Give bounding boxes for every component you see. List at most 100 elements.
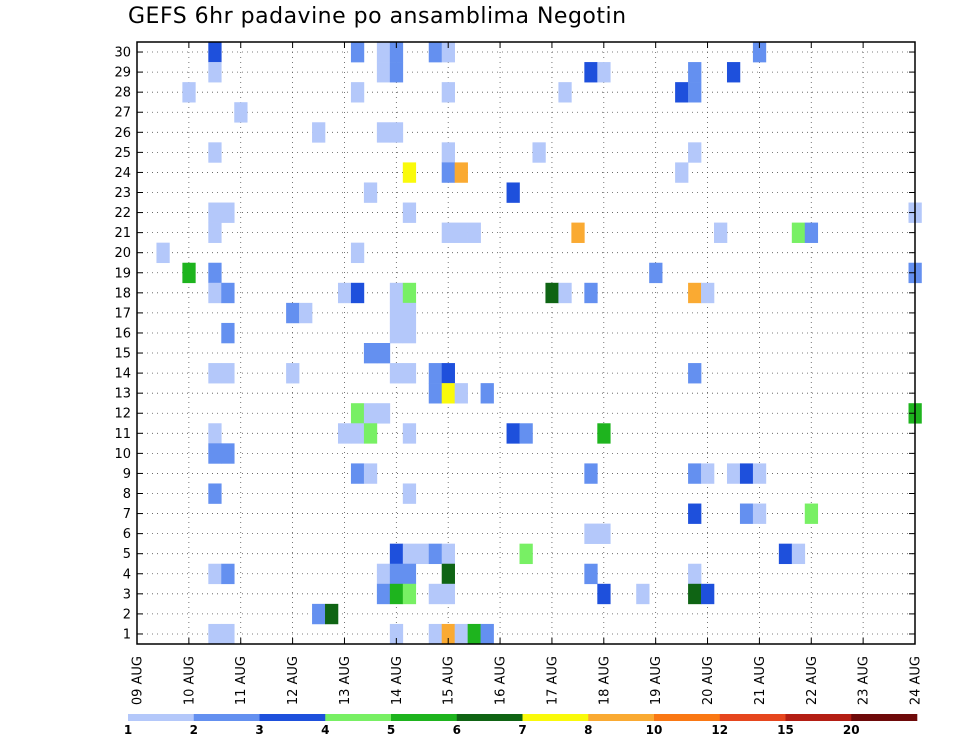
- precip-cell: [350, 82, 365, 103]
- precip-cell: [376, 122, 391, 143]
- precip-cell: [286, 302, 300, 324]
- precip-cell: [363, 182, 378, 203]
- precip-cell: [506, 182, 520, 203]
- precip-cell: [208, 623, 222, 645]
- precip-cell: [701, 583, 715, 605]
- precip-cell: [363, 463, 378, 484]
- precip-cell: [701, 463, 715, 484]
- precip-cell: [675, 82, 689, 103]
- precip-cell: [752, 42, 767, 63]
- colorbar-swatch: [785, 714, 852, 721]
- colorbar-swatch: [325, 714, 392, 721]
- colorbar-swatch: [654, 714, 721, 721]
- colorbar-swatch: [193, 714, 260, 721]
- precip-cell: [688, 583, 702, 605]
- y-tick-label: 27: [114, 106, 131, 121]
- colorbar-label: 15: [777, 723, 794, 737]
- y-tick-label: 13: [114, 387, 131, 402]
- precip-cell: [558, 82, 572, 103]
- precip-cell: [182, 82, 196, 103]
- x-tick-label: 19 AUG: [649, 656, 664, 705]
- colorbar-swatch: [851, 714, 918, 721]
- y-tick-label: 15: [114, 347, 131, 362]
- y-tick-label: 18: [114, 286, 131, 301]
- precip-cell: [454, 383, 468, 404]
- colorbar-label: 20: [843, 723, 860, 737]
- precip-cell: [350, 42, 365, 63]
- precip-cell: [350, 282, 365, 304]
- precip-cell: [402, 302, 417, 324]
- x-tick-label: 12 AUG: [286, 656, 301, 705]
- colorbar-label: 12: [711, 723, 728, 737]
- precip-cell: [389, 62, 404, 83]
- precip-cell: [221, 443, 235, 464]
- precip-cell: [208, 483, 222, 504]
- precip-cell: [376, 403, 391, 424]
- y-tick-label: 14: [114, 367, 131, 382]
- precip-cell: [402, 543, 417, 565]
- x-tick-label: 20 AUG: [701, 656, 716, 705]
- precip-cell: [389, 363, 404, 384]
- precip-cell: [441, 623, 455, 645]
- precip-cell: [221, 322, 235, 344]
- x-tick-label: 18 AUG: [597, 656, 612, 705]
- precip-cell: [402, 322, 417, 344]
- precip-cell: [675, 162, 689, 183]
- colorbar-label: 8: [584, 723, 592, 737]
- precip-cell: [441, 222, 455, 243]
- precip-cell: [649, 262, 663, 284]
- precip-cell: [597, 583, 611, 605]
- precip-cell: [519, 423, 533, 444]
- precip-cell: [726, 463, 741, 484]
- colorbar-label: 7: [518, 723, 526, 737]
- precip-cell: [584, 563, 598, 585]
- colorbar-swatch: [719, 714, 786, 721]
- precip-cell: [312, 122, 326, 143]
- precip-cell: [221, 282, 235, 304]
- chart-title: GEFS 6hr padavine po ansamblima Negotin: [128, 4, 627, 29]
- x-tick-label: 23 AUG: [857, 656, 872, 705]
- precip-cell: [389, 322, 404, 344]
- colorbar-swatch: [259, 714, 326, 721]
- precip-cell: [441, 383, 455, 404]
- precip-cell: [389, 583, 404, 605]
- precip-cell: [558, 282, 572, 304]
- precip-cell: [286, 363, 300, 384]
- colorbar-label: 4: [321, 723, 329, 737]
- y-tick-label: 24: [114, 166, 131, 181]
- precip-cell: [597, 423, 611, 444]
- precip-cell: [337, 423, 352, 444]
- precip-cell: [688, 503, 702, 524]
- y-tick-label: 7: [123, 507, 131, 522]
- precip-cell: [402, 583, 417, 605]
- colorbar-label: 10: [646, 723, 663, 737]
- colorbar: 1 2 3 4 5 6 7 8 10 12 15 20: [124, 714, 918, 737]
- colorbar-swatch: [522, 714, 589, 721]
- precip-cell: [402, 423, 417, 444]
- colorbar-label: 1: [124, 723, 132, 737]
- precip-cell: [389, 42, 404, 63]
- colorbar-swatch: [128, 714, 195, 721]
- x-axis-ticks: 09 AUG 10 AUG 11 AUG 12 AUG 13 AUG 14 AUG 15 A…: [131, 42, 924, 705]
- precip-cell: [376, 343, 391, 364]
- precip-cell: [208, 62, 222, 83]
- precip-cell: [208, 222, 222, 243]
- x-tick-label: 14 AUG: [390, 656, 405, 705]
- precip-cell: [506, 423, 520, 444]
- precip-cell: [791, 543, 806, 565]
- precip-cell: [208, 262, 222, 284]
- precip-cell: [363, 343, 378, 364]
- y-tick-label: 1: [123, 627, 131, 642]
- y-tick-label: 19: [114, 266, 131, 281]
- precip-cell: [441, 583, 455, 605]
- precip-cell: [584, 523, 598, 544]
- precip-cell: [376, 62, 391, 83]
- precip-cell: [402, 483, 417, 504]
- colorbar-swatch: [588, 714, 655, 721]
- precip-cell: [428, 42, 443, 63]
- precip-cell: [389, 282, 404, 304]
- precip-cell: [428, 363, 443, 384]
- precip-cell: [467, 623, 481, 645]
- colorbar-label: 3: [255, 723, 263, 737]
